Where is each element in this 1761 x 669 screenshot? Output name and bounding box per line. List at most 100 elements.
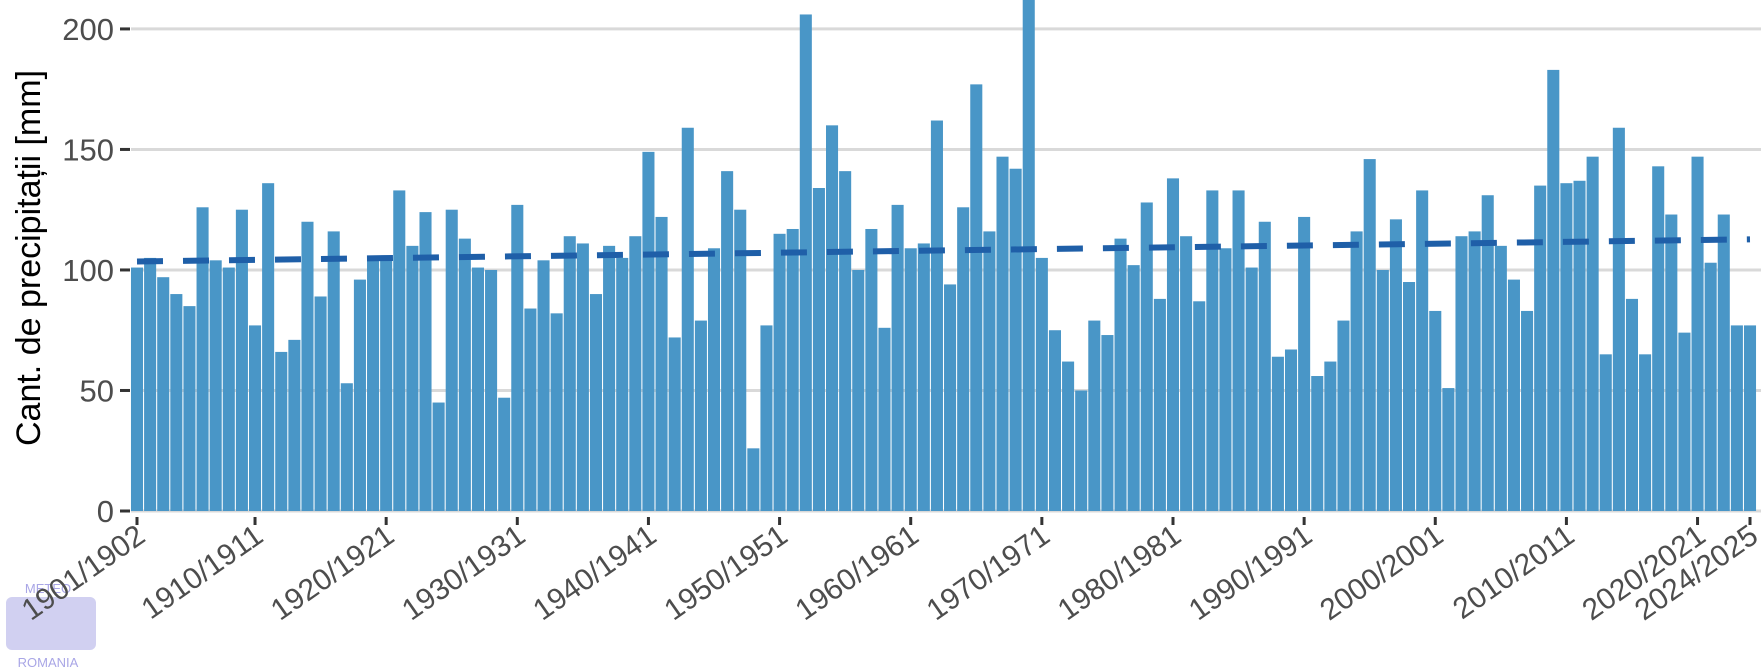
bar [865,228,878,512]
bar [1573,180,1586,511]
bar [616,257,629,511]
bar [1101,335,1114,511]
bar [419,212,432,511]
bar [1075,390,1088,511]
bar [1455,236,1468,511]
bar [1429,310,1442,511]
bar [353,279,366,511]
bar [275,351,288,511]
bar [1494,245,1507,511]
logo-top: METEO [25,581,71,596]
bar [721,171,734,512]
bar [471,267,484,511]
bar [1560,183,1573,512]
bar [1442,388,1455,511]
bar [629,236,642,511]
x-tick-label: 1910/1911 [136,519,269,626]
bar [1048,330,1061,511]
bar [1258,221,1271,512]
y-tick-label: 200 [62,12,114,47]
bar [1521,310,1534,511]
bar [170,294,183,511]
bar [1140,202,1153,512]
bar [1311,376,1324,511]
bar [1403,282,1416,511]
bar [485,269,498,511]
bar [1153,298,1166,511]
bar [603,245,616,511]
bar [314,296,327,511]
bar [1468,231,1481,511]
bar [852,269,865,511]
bar [1507,279,1520,511]
bar [1481,195,1494,511]
bar [799,14,812,512]
bar [944,284,957,511]
x-tick-label: 1950/1951 [658,519,793,627]
bar [917,243,930,511]
bar [498,397,511,511]
bar [1547,69,1560,511]
bar [1166,178,1180,511]
bar [1009,168,1022,511]
bar [747,448,760,511]
bar [589,294,603,511]
bar [668,337,681,511]
bar [878,327,891,511]
bar [1363,159,1376,511]
bar [1586,156,1599,511]
bar [563,236,576,511]
x-tick-label: 1980/1981 [1052,519,1187,627]
bar [1350,231,1363,511]
bar [1534,185,1547,511]
x-tick-label: 1970/1971 [921,519,1056,627]
bar [393,190,406,512]
bar [1599,354,1612,511]
bar [524,308,537,511]
bar [655,216,668,511]
bar [1717,214,1730,511]
bar [786,228,799,512]
bar [1691,156,1704,511]
bar [301,221,314,512]
y-axis-title: Cant. de precipitații [mm] [10,70,48,446]
bar [248,325,262,511]
bar [1127,265,1140,511]
x-tick-label: 2010/2011 [1447,519,1580,626]
x-tick-label: 2000/2001 [1314,519,1449,627]
bar [1665,214,1678,511]
bar [707,248,721,512]
bar [839,171,852,512]
x-tick-label: 1960/1961 [790,519,925,627]
bar [1114,238,1127,511]
bar [576,243,589,511]
bar [1652,166,1665,511]
y-tick-label: 0 [97,494,114,529]
bar [1337,320,1350,511]
bar [642,151,655,512]
bar [891,204,904,511]
bar [1730,325,1743,511]
bar [1612,127,1625,511]
bar [157,277,170,511]
bar [1245,267,1258,511]
bar [380,255,393,511]
x-tick-label: 1940/1941 [527,519,662,627]
bar [1193,301,1206,511]
x-tick-label: 1930/1931 [396,519,531,627]
bar [406,245,419,511]
x-tick-label: 1990/1991 [1183,519,1318,627]
bar [1180,236,1193,511]
bar [1206,190,1219,512]
bar [130,267,144,511]
bar [1022,0,1035,512]
bar [183,306,196,511]
bar [222,267,235,511]
bar [1088,320,1101,511]
bar [957,207,970,511]
bar [327,231,340,511]
bar [734,209,747,512]
bar [1284,349,1298,511]
bar [1219,248,1232,512]
